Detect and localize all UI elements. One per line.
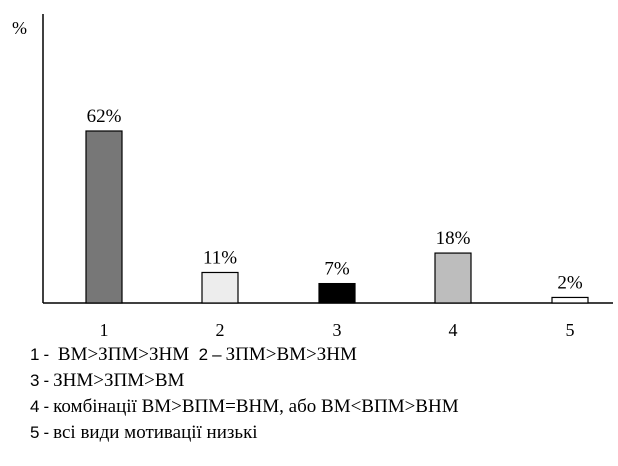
legend-text: ЗПМ>ВМ>ЗНМ [225, 344, 357, 365]
bar-2 [201, 271, 239, 304]
bars-group [85, 130, 589, 304]
bar-3 [318, 282, 356, 304]
legend-text: комбінації ВМ>ВПМ=ВНМ, або ВМ<ВПМ>ВНМ [53, 396, 459, 417]
legend-number: 4 [30, 397, 40, 416]
x-tick-label-4: 4 [449, 320, 458, 340]
legend-number: 1 [30, 345, 40, 364]
x-tick-label-5: 5 [566, 320, 575, 340]
value-label-1: 62% [87, 106, 122, 127]
legend-line-5: 5- всі види мотивації низькі [30, 420, 615, 446]
legend-text: всі види мотивації низькі [53, 422, 258, 443]
legend-line-1: 1- ВМ>ЗПМ>ЗНМ 2– ЗПМ>ВМ>ЗНМ [30, 342, 615, 368]
legend: 1- ВМ>ЗПМ>ЗНМ 2– ЗПМ>ВМ>ЗНМ 3- ЗНМ>ЗПМ>ВМ … [30, 342, 615, 446]
value-label-5: 2% [557, 272, 583, 293]
bar-chart: % 62% 11% 7% 18% 2% 1 2 3 4 5 [12, 14, 613, 340]
y-axis-label: % [12, 18, 27, 38]
legend-dash: - [43, 423, 50, 442]
x-tick-label-2: 2 [216, 320, 225, 340]
bar-4 [434, 252, 472, 304]
value-label-2: 11% [203, 247, 237, 268]
legend-dash: – [212, 345, 222, 364]
value-label-3: 7% [324, 259, 350, 280]
legend-text: ЗНМ>ЗПМ>ВМ [53, 370, 185, 391]
bar-1 [85, 130, 123, 304]
legend-line-3: 3- ЗНМ>ЗПМ>ВМ [30, 368, 615, 394]
legend-dash: - [43, 345, 50, 364]
legend-number: 3 [30, 371, 40, 390]
legend-dash: - [43, 397, 50, 416]
bar-5 [551, 296, 589, 304]
x-tick-labels-group: 1 2 3 4 5 [100, 320, 575, 340]
legend-number: 5 [30, 423, 40, 442]
legend-dash: - [43, 371, 50, 390]
x-tick-label-3: 3 [333, 320, 342, 340]
value-label-4: 18% [436, 228, 471, 249]
legend-line-4: 4- комбінації ВМ>ВПМ=ВНМ, або ВМ<ВПМ>ВНМ [30, 394, 615, 420]
legend-number: 2 [198, 345, 209, 364]
value-labels-group: 62% 11% 7% 18% 2% [87, 106, 583, 293]
legend-text: ВМ>ЗПМ>ЗНМ [57, 344, 190, 365]
x-tick-label-1: 1 [100, 320, 109, 340]
